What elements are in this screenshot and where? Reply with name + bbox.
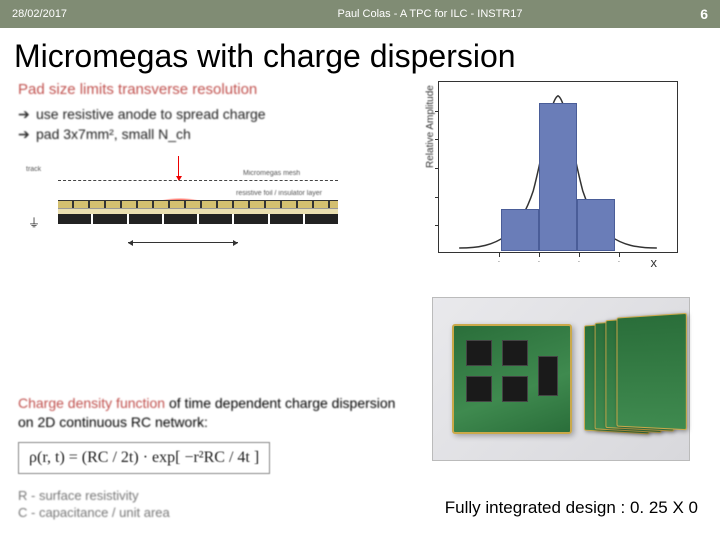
pad (305, 214, 338, 224)
pcb-chip (538, 356, 558, 396)
pcb-chip (502, 340, 528, 366)
legend-r: R - surface resistivity (18, 488, 398, 505)
chart-xtick-label: · (538, 257, 541, 266)
pad (58, 214, 91, 224)
resistive-layer (58, 200, 338, 208)
chart-ylabel: Relative Amplitude (425, 85, 436, 168)
chart-bar (577, 199, 615, 251)
micromegas-diagram: track Micromegas mesh resistive foil / i… (18, 154, 358, 264)
chart-ytick (435, 197, 439, 198)
mesh-line (58, 180, 338, 181)
chart-xtick-label: · (498, 257, 501, 266)
pad (93, 214, 126, 224)
pad (164, 214, 197, 224)
legend-c: C - capacitance / unit area (18, 505, 398, 522)
diagram-resistive-label: resistive foil / insulator layer (236, 190, 322, 197)
pad (270, 214, 303, 224)
chart-ytick (435, 225, 439, 226)
pad (199, 214, 232, 224)
pcb-stack (584, 316, 670, 442)
pcb-card (617, 313, 687, 430)
chart-inner: ···· (439, 82, 677, 252)
amplitude-chart: Relative Amplitude ···· x (438, 81, 678, 253)
formula-box: ρ(r, t) = (RC / 2t) · exp[ −r²RC / 4t ] (18, 442, 270, 474)
slide-title: Micromegas with charge dispersion (14, 38, 720, 75)
footer-text: Fully integrated design : 0. 25 X 0 (445, 498, 698, 518)
dimension-arrow-icon (128, 242, 238, 243)
pcb-photo (432, 297, 690, 461)
chart-xtick-label: · (618, 257, 621, 266)
track-arrow-icon (178, 156, 179, 180)
pcb-chip (466, 376, 492, 402)
ground-icon: ⏚ (28, 214, 40, 231)
chart-bar (539, 103, 577, 251)
chart-xtick-label: · (578, 257, 581, 266)
chart-ytick (435, 168, 439, 169)
header-date: 28/02/2017 (12, 8, 212, 20)
pad (129, 214, 162, 224)
chart-ytick (435, 111, 439, 112)
chart-xlabel: x (651, 255, 658, 270)
bullet-resistive-anode: use resistive anode to spread charge (18, 106, 398, 122)
pad-row (58, 214, 338, 224)
bullet-pad-size: pad 3x7mm², small N_ch (18, 126, 398, 142)
pad-size-heading: Pad size limits transverse resolution (18, 81, 398, 98)
pcb-main-board (452, 324, 572, 434)
pcb-chip (502, 376, 528, 402)
chart-bar (501, 209, 539, 251)
density-text: Charge density function of time dependen… (18, 394, 398, 432)
pad (234, 214, 267, 224)
chart-ytick (435, 139, 439, 140)
diagram-mesh-label: Micromegas mesh (243, 170, 300, 177)
density-block: Charge density function of time dependen… (18, 394, 398, 522)
density-text-red: Charge density function (18, 395, 165, 411)
header-title: Paul Colas - A TPC for ILC - INSTR17 (212, 8, 648, 20)
header-bar: 28/02/2017 Paul Colas - A TPC for ILC - … (0, 0, 720, 28)
diagram-track-label: track (26, 166, 41, 173)
left-column: Pad size limits transverse resolution us… (18, 81, 398, 522)
legend-block: R - surface resistivity C - capacitance … (18, 488, 398, 522)
header-page-number: 6 (648, 6, 708, 22)
pcb-chip (466, 340, 492, 366)
